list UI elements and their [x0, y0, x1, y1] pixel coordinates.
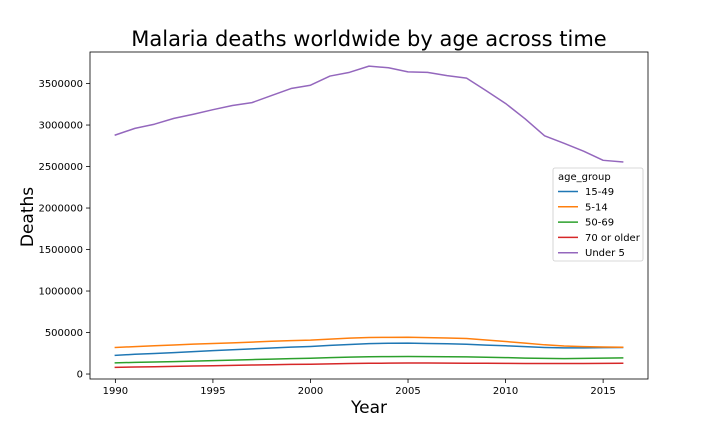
y-tick-label: 1500000: [38, 245, 83, 256]
y-axis-title: Deaths: [18, 187, 38, 247]
y-tick-label: 500000: [45, 328, 83, 339]
y-tick-label: 2000000: [38, 204, 83, 215]
series-line-15-49: [114, 342, 624, 357]
x-tick-label: 1995: [200, 386, 225, 397]
x-tick-label: 1990: [103, 386, 128, 397]
legend-label: Under 5: [585, 248, 625, 259]
x-axis-title: Year: [350, 398, 387, 418]
x-tick-label: 2005: [395, 386, 420, 397]
y-tick-label: 1000000: [38, 287, 83, 298]
plot-frame: [89, 51, 649, 380]
series-line-5-14: [114, 336, 624, 349]
series-line-70-or-older: [114, 362, 624, 369]
y-tick-label: 0: [77, 370, 83, 381]
series-line-50-69: [114, 355, 624, 364]
legend-label: 70 or older: [585, 233, 641, 244]
legend-label: 50-69: [585, 218, 614, 229]
legend-label: 15-49: [585, 187, 614, 198]
y-tick-label: 2500000: [38, 162, 83, 173]
x-tick-label: 2000: [298, 386, 323, 397]
chart-title: Malaria deaths worldwide by age across t…: [131, 27, 606, 51]
legend-label: 5-14: [585, 202, 608, 213]
y-tick-label: 3500000: [38, 79, 83, 90]
y-tick-label: 3000000: [38, 121, 83, 132]
series-line-under-5: [114, 65, 624, 163]
x-tick-label: 2010: [493, 386, 518, 397]
legend: age_group 15-49 5-14 50-69 70 or older Under …: [552, 167, 644, 262]
legend-title: age_group: [558, 172, 611, 183]
plot-area: 1990 1995 2000 2005 2010 2015 0 500000 1000000 15…: [38, 51, 649, 397]
x-tick-label: 2015: [590, 386, 615, 397]
